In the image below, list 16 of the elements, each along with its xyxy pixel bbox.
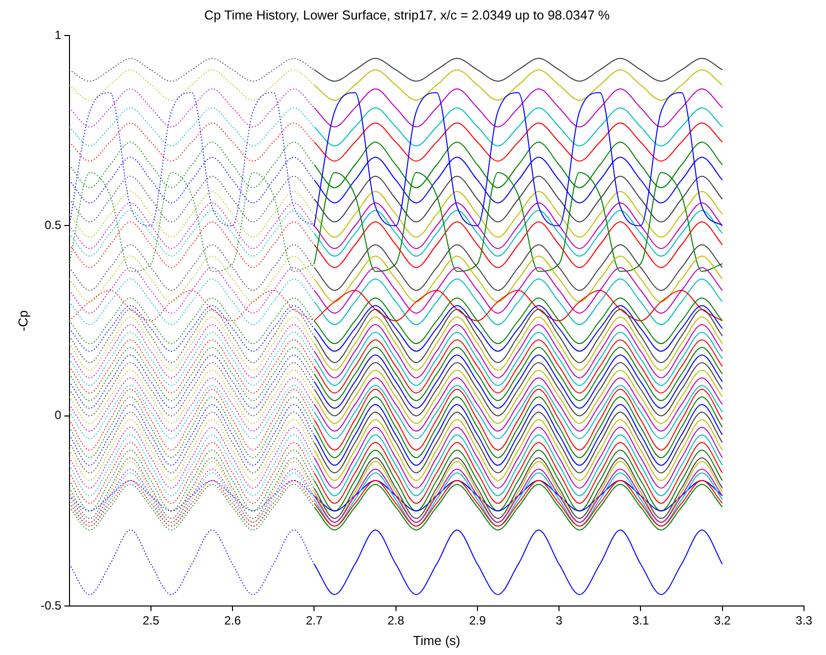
x-tick-label: 2.8 xyxy=(387,614,404,628)
y-axis-title: -Cp xyxy=(15,310,30,332)
y-tick-label: 0 xyxy=(54,408,62,422)
x-axis-title: Time (s) xyxy=(413,632,460,648)
x-tick-label: 3.3 xyxy=(796,614,813,628)
chart-title: Cp Time History, Lower Surface, strip17, x/c = 2.0349 up to 98.0347 % xyxy=(204,7,610,22)
x-tick-label: 2.5 xyxy=(142,614,160,628)
x-tick-label: 2.6 xyxy=(224,614,242,628)
x-tick-label: 2.7 xyxy=(306,614,323,628)
y-tick-label: 1 xyxy=(54,28,62,42)
x-tick-label: 3 xyxy=(556,614,563,628)
y-tick-label: 0.5 xyxy=(44,218,62,232)
x-tick-label: 3.1 xyxy=(632,614,650,628)
y-tick-label: -0.5 xyxy=(40,598,62,612)
x-tick-label: 2.9 xyxy=(469,614,486,628)
x-tick-label: 3.2 xyxy=(714,614,732,628)
